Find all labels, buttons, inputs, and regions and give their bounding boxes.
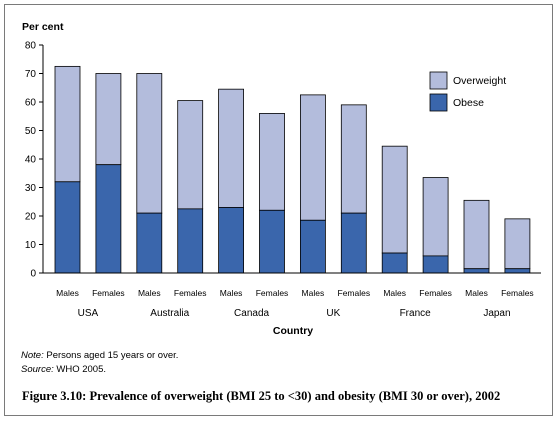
bar-obese: [340, 212, 367, 274]
bar-obese: [299, 219, 326, 274]
bar-overweight: [54, 65, 81, 183]
bar-overweight: [299, 94, 326, 221]
country-label: USA: [78, 308, 99, 319]
bar-obese: [136, 212, 163, 274]
category-label: Females: [501, 288, 534, 298]
bar-overweight: [422, 177, 449, 257]
source-line: Source: WHO 2005.: [21, 364, 106, 375]
y-tick-label: 0: [30, 269, 36, 280]
bar-overweight: [95, 73, 122, 166]
y-tick-label: 40: [25, 155, 37, 166]
country-label: UK: [326, 308, 340, 319]
category-label: Females: [419, 288, 452, 298]
legend-label: Obese: [453, 97, 484, 109]
bar-overweight: [504, 218, 531, 270]
y-tick-label: 30: [25, 183, 37, 194]
bar-overweight: [259, 113, 285, 211]
bar-obese: [54, 181, 81, 274]
category-label: Females: [338, 288, 371, 298]
bar-obese: [177, 208, 204, 274]
y-tick-label: 60: [25, 98, 37, 109]
bar-overweight: [340, 104, 367, 214]
stacked-bar-chart: Per cent Country 0 10 20 30 40 50 60 70 80 Males…: [22, 21, 541, 337]
bar-overweight: [463, 199, 490, 270]
category-label: Males: [302, 288, 325, 298]
country-label: Japan: [483, 308, 510, 319]
y-tick-label: 10: [25, 240, 37, 251]
country-label: Canada: [234, 308, 269, 319]
category-label: Males: [138, 288, 161, 298]
bar-obese: [95, 164, 122, 274]
category-label: Males: [220, 288, 243, 298]
y-axis-title: Per cent: [22, 21, 64, 33]
bar-overweight: [136, 73, 163, 214]
bar-overweight: [381, 145, 408, 254]
y-tick-label: 70: [25, 69, 37, 80]
category-label: Females: [256, 288, 289, 298]
legend-swatch: [429, 71, 448, 90]
legend-swatch: [429, 93, 448, 112]
country-label: France: [400, 308, 432, 319]
bar-obese: [381, 252, 408, 274]
bar-obese: [259, 209, 285, 274]
note-line: Note: Persons aged 15 years or over.: [21, 350, 178, 361]
y-tick-label: 20: [25, 212, 37, 223]
note-label: Note:: [21, 350, 44, 361]
source-text: WHO 2005.: [53, 364, 107, 375]
y-tick-label: 50: [25, 126, 37, 137]
country-label: Australia: [150, 308, 189, 319]
bar-obese: [504, 268, 531, 274]
category-label: Males: [383, 288, 406, 298]
category-label: Females: [92, 288, 125, 298]
category-label: Females: [174, 288, 207, 298]
y-tick-label: 80: [25, 41, 37, 52]
category-label: Males: [465, 288, 488, 298]
bar-obese: [218, 207, 245, 274]
bar-overweight: [177, 100, 204, 210]
note-text: Persons aged 15 years or over.: [43, 350, 179, 361]
x-axis-title: Country: [273, 325, 313, 337]
category-label: Males: [56, 288, 79, 298]
bar-obese: [422, 255, 449, 274]
bar-overweight: [218, 88, 245, 208]
figure-caption: Figure 3.10: Prevalence of overweight (B…: [22, 389, 501, 403]
legend-label: Overweight: [453, 75, 506, 87]
bar-obese: [463, 268, 490, 274]
source-label: Source:: [21, 364, 54, 375]
